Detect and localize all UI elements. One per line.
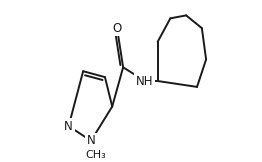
Text: O: O <box>112 22 122 35</box>
Text: NH: NH <box>136 75 154 87</box>
Text: N: N <box>87 134 95 147</box>
Text: N: N <box>64 120 73 133</box>
Text: CH₃: CH₃ <box>85 150 106 161</box>
